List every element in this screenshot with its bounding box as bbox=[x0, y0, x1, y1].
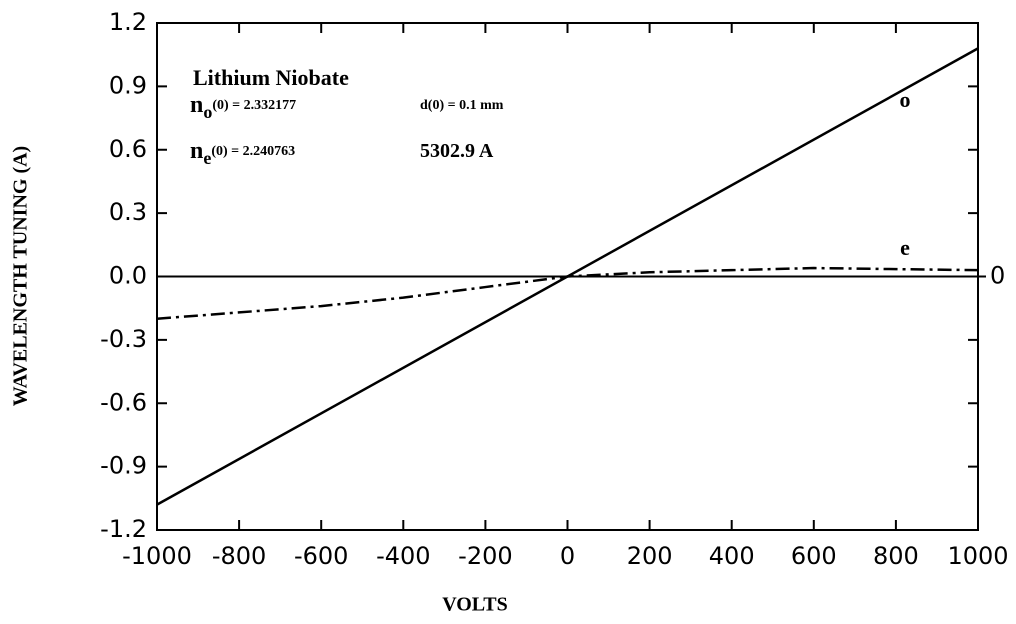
annotation-text: Lithium Niobate bbox=[193, 65, 349, 90]
series-label: e bbox=[900, 235, 910, 260]
y2-tick-label: 0 bbox=[990, 262, 1005, 290]
annotation-text: 5302.9 A bbox=[420, 140, 494, 162]
y-tick-label: 0.3 bbox=[109, 198, 147, 226]
x-tick-label: -1000 bbox=[122, 542, 192, 570]
x-tick-label: -600 bbox=[294, 542, 348, 570]
series-line bbox=[156, 266, 979, 320]
y-tick-label: -0.3 bbox=[100, 325, 147, 353]
annotation-subscript: o bbox=[203, 102, 212, 122]
x-tick-label: 800 bbox=[873, 542, 919, 570]
annotation: d(0) = 0.1 mm bbox=[420, 98, 504, 113]
annotation: no(0) = 2.332177 bbox=[190, 92, 296, 123]
y-tick-label: -0.9 bbox=[100, 452, 147, 480]
y-tick-label: 0.0 bbox=[109, 262, 147, 290]
y-tick-label: 0.6 bbox=[109, 135, 147, 163]
annotation: Lithium Niobate bbox=[193, 65, 349, 90]
y-tick-label: 1.2 bbox=[109, 8, 147, 36]
x-tick-label: -800 bbox=[212, 542, 266, 570]
y-tick-label: -1.2 bbox=[100, 515, 147, 543]
annotation-text: d(0) = 0.1 mm bbox=[420, 98, 504, 113]
annotation-symbol: n bbox=[190, 138, 203, 164]
x-tick-label: -400 bbox=[376, 542, 430, 570]
annotation: ne(0) = 2.240763 bbox=[190, 138, 295, 169]
annotation-symbol: n bbox=[190, 92, 203, 118]
x-axis-label: VOLTS bbox=[442, 594, 508, 616]
x-tick-label: 0 bbox=[560, 542, 575, 570]
x-tick-label: -200 bbox=[458, 542, 512, 570]
annotation-subscript: e bbox=[203, 148, 211, 168]
x-tick-label: 200 bbox=[627, 542, 673, 570]
annotation: 5302.9 A bbox=[420, 140, 494, 162]
series-label: o bbox=[900, 87, 911, 112]
y-tick-label: 0.9 bbox=[109, 71, 147, 99]
x-tick-label: 600 bbox=[791, 542, 837, 570]
annotation-text: (0) = 2.240763 bbox=[211, 144, 295, 159]
x-tick-label: 400 bbox=[709, 542, 755, 570]
annotation-text: (0) = 2.332177 bbox=[212, 98, 296, 113]
y-tick-label: -0.6 bbox=[100, 388, 147, 416]
y-axis-label: WAVELENGTH TUNING (A) bbox=[10, 146, 32, 406]
x-tick-label: 1000 bbox=[947, 542, 1008, 570]
